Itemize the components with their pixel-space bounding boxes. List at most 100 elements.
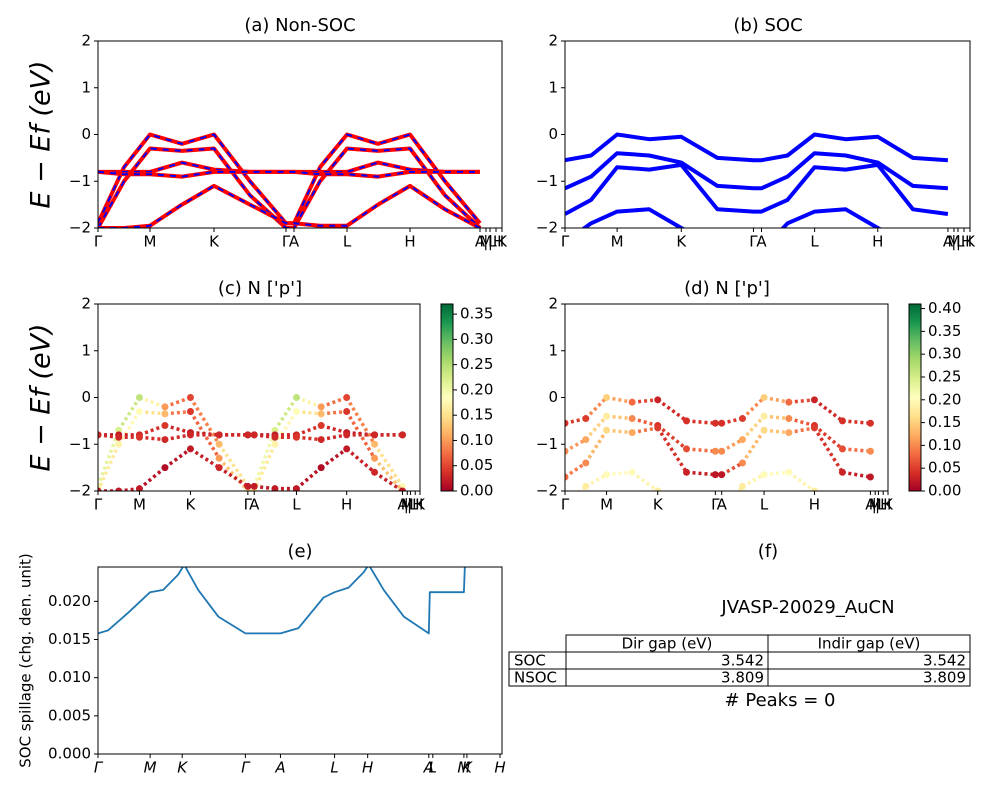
y-axis-label: E − Ef (eV) (26, 323, 57, 471)
plot-area (565, 132, 949, 228)
band-point (683, 445, 691, 453)
band-segment (788, 426, 815, 435)
band-segment (252, 429, 277, 487)
band-point (371, 440, 379, 448)
x-tick-label: Γ (711, 496, 720, 514)
x-tick-label: Γ (561, 233, 570, 251)
band-point (683, 417, 691, 425)
band-segment (117, 410, 141, 446)
band-segment (189, 447, 221, 470)
x-tick-label: |L (951, 233, 965, 251)
band-segment (163, 447, 192, 470)
band-segment (117, 396, 141, 432)
cell-text: NSOC (514, 669, 557, 687)
colorbar-tick-label: 0.10 (460, 431, 493, 449)
band-point (186, 408, 194, 416)
band-overlay (98, 147, 481, 228)
colorbar-tick-label: 0.15 (928, 413, 961, 431)
band-point (161, 422, 169, 430)
x-tick-label: |H (407, 496, 423, 514)
band-point (115, 433, 123, 441)
band-segment (720, 438, 744, 453)
band-point (738, 459, 746, 467)
band-line (565, 151, 949, 191)
y-tick-label: 1 (81, 78, 91, 96)
y-tick-label: 0.010 (48, 668, 91, 686)
band-segment (813, 398, 844, 423)
x-tick-label: Γ (94, 759, 104, 777)
colorbar-tick-label: 0.15 (460, 406, 493, 424)
band-segment (631, 426, 659, 435)
axes-frame (97, 303, 421, 492)
band-segment (606, 428, 633, 435)
x-tick-label: A (423, 759, 434, 777)
y-tick-label: −2 (536, 219, 558, 237)
band-segment (787, 470, 816, 491)
band-point (371, 454, 379, 462)
band-point (718, 447, 726, 455)
x-tick-label: Γ (749, 233, 758, 251)
x-tick-label: |H (875, 496, 891, 514)
x-tick-label: Γ (244, 496, 253, 514)
x-tick-label: H (809, 496, 820, 514)
colorbar-tick-label: 0.00 (928, 482, 961, 500)
band-point (838, 468, 846, 476)
band-point (317, 410, 325, 418)
band-segment (656, 398, 688, 423)
band-point (98, 431, 102, 439)
panel-title: (a) Non-SOC (244, 15, 355, 36)
x-tick-label: H (341, 496, 352, 514)
x-tick-label: L (429, 759, 437, 777)
cell-text: 3.809 (923, 669, 966, 687)
band-segment (320, 447, 348, 470)
x-tick-label: Γ (561, 496, 570, 514)
band-segment (217, 457, 250, 491)
band-point (810, 487, 818, 491)
table-title: JVASP-20029_AuCN (720, 597, 894, 618)
band-point (718, 471, 726, 479)
y-tick-label: 0 (548, 125, 558, 143)
band-point (271, 485, 279, 491)
band-point (343, 408, 351, 416)
band-point (711, 471, 719, 479)
band-point (785, 429, 793, 437)
band-point (292, 485, 300, 491)
x-tick-label: M (144, 759, 157, 777)
x-tick-label: |H (956, 233, 972, 251)
y-tick-label: 1 (548, 341, 558, 359)
colorbar-tick-label: 0.25 (460, 355, 493, 373)
band-point (186, 394, 194, 401)
y-tick-label: 0 (548, 388, 558, 406)
panel-title: (f) (758, 541, 778, 562)
band-segment (321, 409, 347, 416)
band-segment (656, 424, 688, 451)
band-line (98, 146, 482, 228)
band-point (244, 431, 252, 439)
band-line (565, 132, 949, 163)
panel-title: (b) SOC (733, 15, 802, 36)
band-point (161, 410, 169, 418)
band-point (292, 394, 300, 401)
x-tick-label: L (810, 233, 819, 251)
y-tick-label: 2 (81, 32, 91, 50)
x-tick-label: A (289, 233, 300, 251)
band-point (603, 426, 611, 434)
colorbar-tick-label: 0.40 (928, 299, 961, 317)
band-point (760, 394, 768, 401)
x-tick-label: K (883, 496, 894, 514)
x-tick-label: |H (488, 233, 504, 251)
x-tick-label: L (292, 496, 301, 514)
x-tick-label: K (965, 233, 976, 251)
band-segment (565, 438, 587, 453)
band-segment (164, 409, 191, 416)
band-point (292, 433, 300, 441)
x-tick-label: H (872, 233, 883, 251)
band-point (215, 454, 223, 462)
x-tick-label: M (611, 233, 624, 251)
band-segment (273, 396, 298, 432)
band-segment (813, 424, 844, 451)
colorbar-tick-label: 0.30 (460, 330, 493, 348)
y-tick-label: 0 (81, 125, 91, 143)
band-segment (98, 443, 121, 491)
band-segment (320, 433, 347, 442)
